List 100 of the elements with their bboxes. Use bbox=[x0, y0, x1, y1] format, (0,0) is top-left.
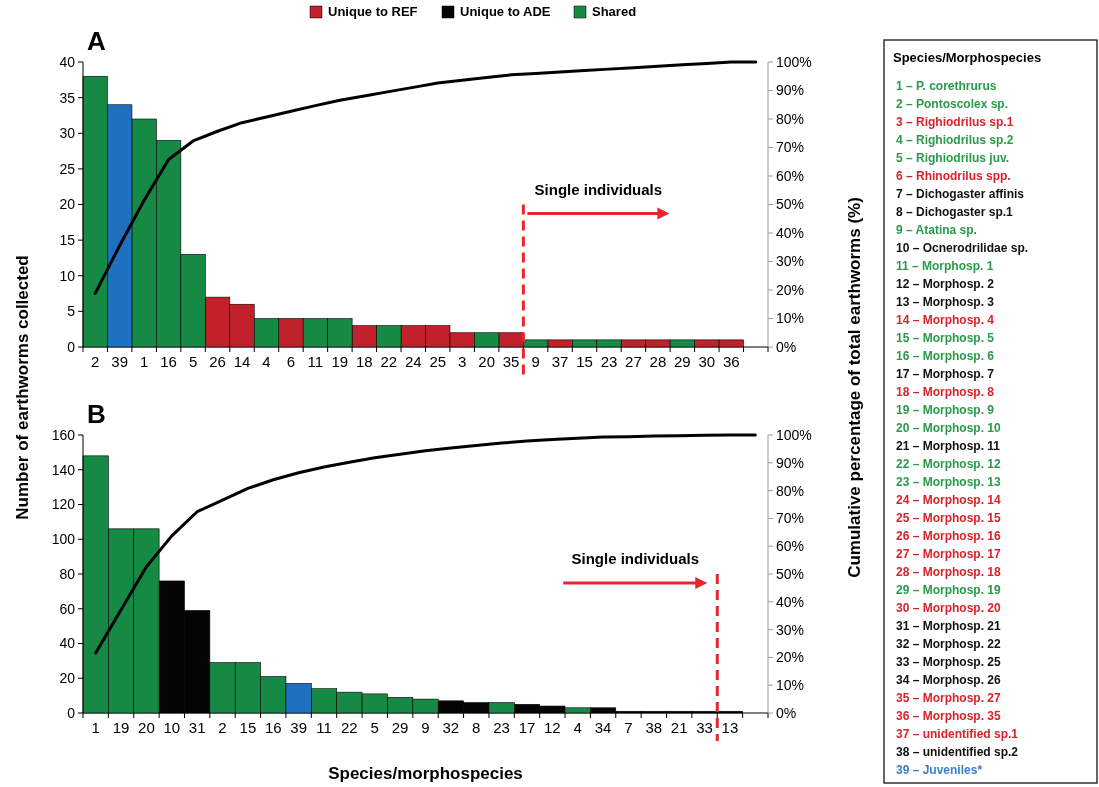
x-tick-label: 20 bbox=[478, 353, 495, 370]
y-tick-label: 60 bbox=[59, 600, 76, 617]
y-tick-label: 40 bbox=[59, 635, 76, 652]
x-tick-label: 17 bbox=[518, 719, 536, 736]
text: 7 – Dichogaster affinis bbox=[896, 187, 1025, 201]
y2-tick-label: 50% bbox=[776, 196, 805, 213]
x-tick-label: 39 bbox=[290, 719, 307, 736]
y-tick-label: 0 bbox=[67, 704, 76, 721]
x-tick-label: 20 bbox=[138, 719, 155, 736]
text: 11 – Morphosp. 1 bbox=[896, 259, 994, 273]
text: 17 – Morphosp. 7 bbox=[896, 367, 995, 381]
x-tick-label: 33 bbox=[696, 719, 713, 736]
x-tick-label: 25 bbox=[429, 353, 447, 370]
x-tick-label: 16 bbox=[264, 719, 282, 736]
text: 28 – Morphosp. 18 bbox=[896, 565, 1002, 579]
text: 4 – Righiodrilus sp.2 bbox=[896, 133, 1014, 147]
x-tick-label: 1 bbox=[139, 353, 149, 370]
x-tick-label: 39 bbox=[111, 353, 129, 370]
y2-tick-label: 10% bbox=[776, 310, 805, 327]
x-tick-label: 18 bbox=[356, 353, 373, 370]
x-tick-label: 29 bbox=[674, 353, 691, 370]
y2-tick-label: 20% bbox=[776, 649, 805, 666]
x-tick-label: 1 bbox=[91, 719, 100, 736]
y-tick-label: 35 bbox=[59, 89, 76, 106]
text: 9 – Atatina sp. bbox=[896, 223, 977, 237]
x-tick-label: 2 bbox=[218, 719, 227, 736]
x-tick-label: 19 bbox=[331, 353, 349, 370]
y2-tick-label: 40% bbox=[776, 593, 805, 610]
legend-label: Shared bbox=[592, 4, 637, 19]
text: Species/Morphospecies bbox=[893, 50, 1042, 65]
y2-tick-label: 80% bbox=[776, 482, 805, 499]
text: 21 – Morphosp. 11 bbox=[896, 439, 1001, 453]
y2-tick-label: 80% bbox=[776, 110, 805, 127]
x-tick-label: 27 bbox=[625, 353, 642, 370]
text: 24 – Morphosp. 14 bbox=[896, 493, 1002, 507]
x-tick-label: 22 bbox=[341, 719, 358, 736]
x-tick-label: 10 bbox=[163, 719, 181, 736]
ref-line-label: Single individuals bbox=[571, 550, 700, 567]
x-tick-label: 4 bbox=[262, 353, 271, 370]
x-tick-label: 7 bbox=[624, 719, 633, 736]
y2-tick-label: 100% bbox=[776, 53, 812, 70]
y-tick-label: 20 bbox=[59, 196, 76, 213]
x-axis-title: Species/morphospecies bbox=[328, 764, 523, 783]
y-tick-label: 10 bbox=[59, 267, 76, 284]
text: 20 – Morphosp. 10 bbox=[896, 421, 1002, 435]
x-tick-label: 34 bbox=[594, 719, 612, 736]
text: 8 – Dichogaster sp.1 bbox=[896, 205, 1014, 219]
text: 31 – Morphosp. 21 bbox=[896, 619, 1002, 633]
x-tick-label: 9 bbox=[421, 719, 430, 736]
y2-tick-label: 30% bbox=[776, 621, 805, 638]
y2-axis-title: Cumulative percentage of total earthworms (%) bbox=[845, 197, 864, 578]
y-tick-label: 160 bbox=[51, 426, 76, 443]
y-tick-label: 20 bbox=[59, 670, 76, 687]
x-tick-label: 5 bbox=[370, 719, 379, 736]
x-tick-label: 23 bbox=[493, 719, 510, 736]
x-tick-label: 21 bbox=[670, 719, 688, 736]
chart-title: A bbox=[87, 26, 106, 56]
text: 16 – Morphosp. 6 bbox=[896, 349, 995, 363]
x-tick-label: 5 bbox=[188, 353, 198, 370]
x-tick-label: 4 bbox=[573, 719, 582, 736]
text: 29 – Morphosp. 19 bbox=[896, 583, 1002, 597]
text: 25 – Morphosp. 15 bbox=[896, 511, 1002, 525]
text: 6 – Rhinodrilus spp. bbox=[896, 169, 1011, 183]
x-tick-label: 31 bbox=[188, 719, 206, 736]
y2-tick-label: 60% bbox=[776, 167, 805, 184]
x-tick-label: 28 bbox=[649, 353, 667, 370]
text: 14 – Morphosp. 4 bbox=[896, 313, 995, 327]
y2-tick-label: 0% bbox=[776, 704, 797, 721]
y2-tick-label: 0% bbox=[776, 338, 797, 355]
y2-tick-label: 10% bbox=[776, 677, 805, 694]
chart-title: B bbox=[87, 399, 106, 429]
text: 13 – Morphosp. 3 bbox=[896, 295, 995, 309]
y-tick-label: 5 bbox=[67, 303, 76, 320]
y-tick-label: 100 bbox=[51, 531, 76, 548]
x-tick-label: 11 bbox=[316, 719, 332, 736]
x-tick-label: 30 bbox=[698, 353, 716, 370]
x-tick-label: 35 bbox=[502, 353, 520, 370]
y2-tick-label: 50% bbox=[776, 565, 805, 582]
x-tick-label: 6 bbox=[286, 353, 296, 370]
x-tick-label: 13 bbox=[721, 719, 739, 736]
x-tick-label: 3 bbox=[458, 353, 467, 370]
x-tick-label: 37 bbox=[551, 353, 569, 370]
x-tick-label: 2 bbox=[91, 353, 100, 370]
x-tick-label: 9 bbox=[531, 353, 540, 370]
y2-tick-label: 60% bbox=[776, 538, 805, 555]
y-tick-label: 40 bbox=[59, 53, 76, 70]
x-tick-label: 16 bbox=[160, 353, 177, 370]
text: 23 – Morphosp. 13 bbox=[896, 475, 1002, 489]
text: 33 – Morphosp. 25 bbox=[896, 655, 1002, 669]
y-axis-title: Number of earthworms collected bbox=[13, 255, 32, 520]
text: 12 – Morphosp. 2 bbox=[896, 277, 995, 291]
text: 5 – Righiodrilus juv. bbox=[896, 151, 1010, 165]
y-tick-label: 80 bbox=[59, 565, 76, 582]
y2-tick-label: 30% bbox=[776, 253, 805, 270]
y2-tick-label: 70% bbox=[776, 510, 805, 527]
text: 36 – Morphosp. 35 bbox=[896, 709, 1002, 723]
text: 3 – Righiodrilus sp.1 bbox=[896, 115, 1014, 129]
x-tick-label: 12 bbox=[544, 719, 561, 736]
x-tick-label: 38 bbox=[645, 719, 663, 736]
text: 38 – unidentified sp.2 bbox=[896, 745, 1019, 759]
